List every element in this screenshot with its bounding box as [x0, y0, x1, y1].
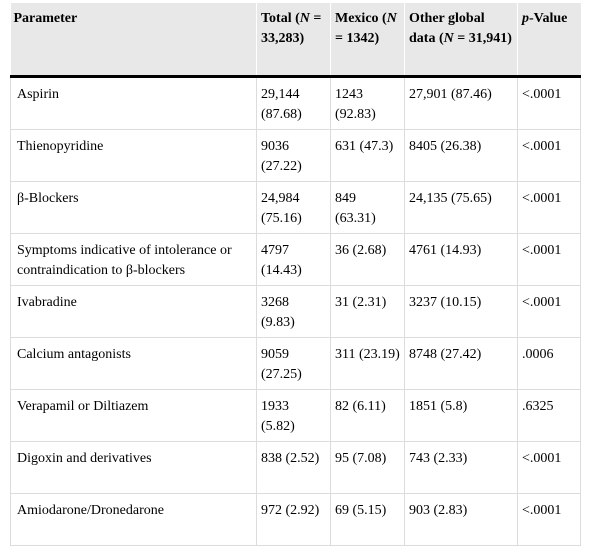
- cell-p-value: <.0001: [517, 441, 581, 494]
- cell-mexico: 31 (2.31): [330, 285, 405, 338]
- header-row: Parameter Total (N = 33,283) Mexico (N =…: [10, 3, 581, 77]
- cell-other-global: 3237 (10.15): [404, 285, 518, 338]
- cell-other-global: 1851 (5.8): [404, 389, 518, 442]
- table-row: Symptoms indicative of intolerance or co…: [10, 233, 581, 286]
- cell-total: 24,984 (75.16): [256, 181, 331, 234]
- table-row: Amiodarone/Dronedarone 972 (2.92) 69 (5.…: [10, 493, 581, 546]
- cell-mexico: 631 (47.3): [330, 129, 405, 182]
- header-p-value: p-Value: [517, 3, 581, 77]
- cell-other-global: 4761 (14.93): [404, 233, 518, 286]
- cell-p-value: <.0001: [517, 493, 581, 546]
- cell-mexico: 1243 (92.83): [330, 76, 405, 130]
- table-body: Aspirin 29,144 (87.68) 1243 (92.83) 27,9…: [10, 76, 581, 546]
- cell-mexico: 311 (23.19): [330, 337, 405, 390]
- table-row: Digoxin and derivatives 838 (2.52) 95 (7…: [10, 441, 581, 494]
- cell-total: 4797 (14.43): [256, 233, 331, 286]
- cell-p-value: <.0001: [517, 129, 581, 182]
- header-parameter: Parameter: [10, 3, 257, 77]
- cell-parameter: Ivabradine: [10, 285, 257, 338]
- cell-other-global: 27,901 (87.46): [404, 76, 518, 130]
- table-row: Verapamil or Diltiazem 1933 (5.82) 82 (6…: [10, 389, 581, 442]
- cell-total: 9036 (27.22): [256, 129, 331, 182]
- cell-total: 9059 (27.25): [256, 337, 331, 390]
- table-row: Calcium antagonists 9059 (27.25) 311 (23…: [10, 337, 581, 390]
- medication-table: Parameter Total (N = 33,283) Mexico (N =…: [10, 3, 581, 546]
- table-row: Ivabradine 3268 (9.83) 31 (2.31) 3237 (1…: [10, 285, 581, 338]
- cell-other-global: 903 (2.83): [404, 493, 518, 546]
- cell-total: 838 (2.52): [256, 441, 331, 494]
- cell-p-value: .0006: [517, 337, 581, 390]
- header-other-global: Other global data (N = 31,941): [404, 3, 518, 77]
- cell-p-value: <.0001: [517, 181, 581, 234]
- cell-other-global: 8405 (26.38): [404, 129, 518, 182]
- cell-parameter: Symptoms indicative of intolerance or co…: [10, 233, 257, 286]
- cell-mexico: 849 (63.31): [330, 181, 405, 234]
- cell-other-global: 24,135 (75.65): [404, 181, 518, 234]
- table-row: β-Blockers 24,984 (75.16) 849 (63.31) 24…: [10, 181, 581, 234]
- cell-mexico: 69 (5.15): [330, 493, 405, 546]
- cell-parameter: Calcium antagonists: [10, 337, 257, 390]
- cell-parameter: β-Blockers: [10, 181, 257, 234]
- cell-parameter: Thienopyridine: [10, 129, 257, 182]
- table-row: Aspirin 29,144 (87.68) 1243 (92.83) 27,9…: [10, 76, 581, 130]
- header-total: Total (N = 33,283): [256, 3, 331, 77]
- cell-total: 3268 (9.83): [256, 285, 331, 338]
- cell-parameter: Aspirin: [10, 76, 257, 130]
- table-row: Thienopyridine 9036 (27.22) 631 (47.3) 8…: [10, 129, 581, 182]
- cell-parameter: Verapamil or Diltiazem: [10, 389, 257, 442]
- cell-other-global: 743 (2.33): [404, 441, 518, 494]
- cell-other-global: 8748 (27.42): [404, 337, 518, 390]
- table-header: Parameter Total (N = 33,283) Mexico (N =…: [10, 3, 581, 77]
- header-mexico: Mexico (N = 1342): [330, 3, 405, 77]
- cell-p-value: .6325: [517, 389, 581, 442]
- cell-total: 1933 (5.82): [256, 389, 331, 442]
- cell-parameter: Amiodarone/Dronedarone: [10, 493, 257, 546]
- cell-mexico: 95 (7.08): [330, 441, 405, 494]
- cell-mexico: 36 (2.68): [330, 233, 405, 286]
- cell-total: 29,144 (87.68): [256, 76, 331, 130]
- cell-parameter: Digoxin and derivatives: [10, 441, 257, 494]
- cell-p-value: <.0001: [517, 285, 581, 338]
- data-table-container: Parameter Total (N = 33,283) Mexico (N =…: [10, 3, 581, 546]
- cell-p-value: <.0001: [517, 233, 581, 286]
- cell-p-value: <.0001: [517, 76, 581, 130]
- cell-total: 972 (2.92): [256, 493, 331, 546]
- cell-mexico: 82 (6.11): [330, 389, 405, 442]
